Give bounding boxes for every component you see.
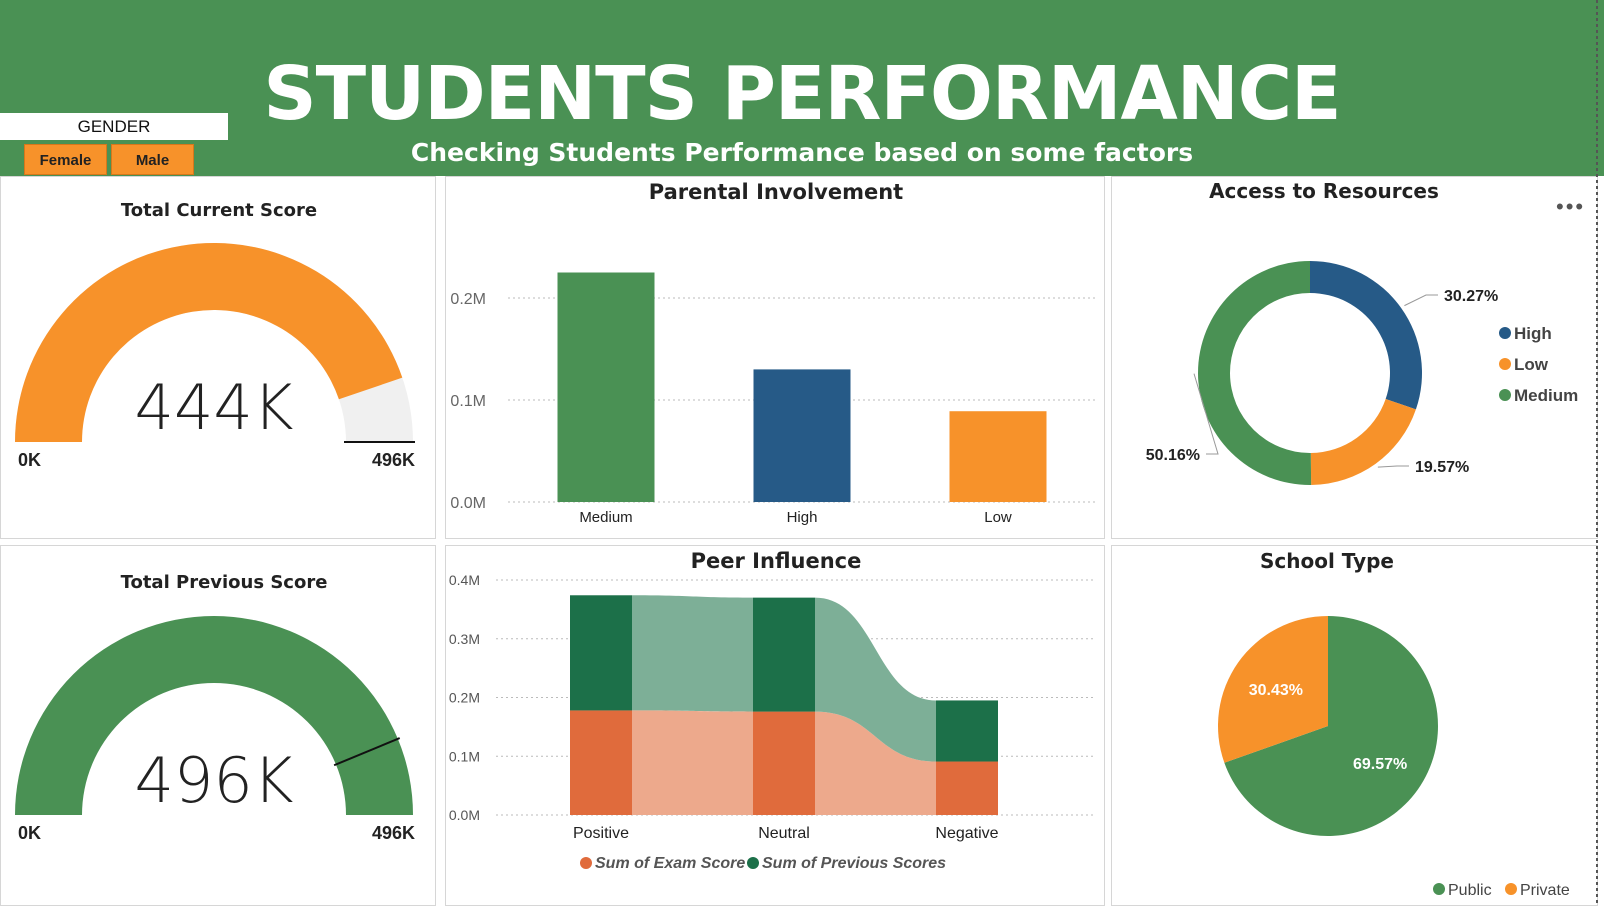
legend-dot-high [1499,327,1511,339]
y-tick-label: 0.0M [450,495,486,512]
gauge-value-label: 496K [135,744,294,817]
legend-dot-public [1433,883,1445,895]
donut-leader-line [1377,465,1409,468]
more-options-icon[interactable]: ••• [1556,194,1586,219]
legend-label: High [1514,324,1552,343]
gauge-value-label: 444K [135,371,294,444]
x-tick-label: Low [984,509,1012,526]
legend-label: Public [1448,882,1492,899]
pie-title: School Type [1260,549,1394,573]
legend-dot-exam-score [580,857,592,869]
parental-involvement-chart: Parental Involvement 0.0M 0.1M 0.2M Medium Hi… [450,180,1096,526]
canvas-edge-divider [1596,0,1598,906]
current-score-panel[interactable]: Total Current Score 444K 0K 496K [0,176,436,539]
legend-label: Sum of Exam Score [595,855,745,872]
gauge-max-label: 496K [372,823,415,843]
x-tick-label: Neutral [758,825,810,842]
pie-data-label: 69.57% [1353,756,1407,773]
y-tick-label: 0.4M [449,572,480,588]
column-previous-scores [936,700,998,762]
previous-score-gauge: Total Previous Score 496K 0K 496K [15,572,415,843]
y-tick-label: 0.2M [449,690,480,706]
ribbon-title: Peer Influence [691,549,862,573]
donut-data-label: 30.27% [1444,288,1498,305]
peer-influence-panel[interactable]: Peer Influence 0.0M 0.1M 0.2M 0.3M 0.4M Positi… [445,545,1105,906]
access-resources-chart: Access to Resources 30.27% 19.57% 50.16% Hig… [1146,179,1578,485]
parental-involvement-panel[interactable]: Parental Involvement 0.0M 0.1M 0.2M Medium Hi… [445,176,1105,539]
donut-data-label: 19.57% [1415,459,1469,476]
donut-title: Access to Resources [1209,179,1439,203]
access-resources-panel[interactable]: Access to Resources 30.27% 19.57% 50.16% Hig… [1111,176,1598,539]
donut-leader-line [1193,373,1219,455]
x-tick-label: Medium [579,509,632,526]
header-banner: STUDENTS PERFORMANCE Checking Students P… [0,0,1604,176]
legend-dot-low [1499,358,1511,370]
gauge-max-label: 496K [372,450,415,470]
y-tick-label: 0.0M [449,807,480,823]
x-tick-label: Positive [573,825,629,842]
column-exam-score [936,761,998,815]
bar-low [949,411,1047,502]
column-previous-scores [753,597,815,712]
y-tick-label: 0.3M [449,631,480,647]
gender-female-button[interactable]: Female [24,144,107,175]
legend-dot-previous-scores [747,857,759,869]
gauge-value-arc [15,243,403,442]
y-tick-label: 0.1M [450,393,486,410]
column-exam-score [570,710,632,815]
column-exam-score [753,711,815,815]
donut-slice-high [1310,261,1422,410]
y-tick-label: 0.1M [449,748,480,764]
gauge-value-arc [15,616,413,815]
x-tick-label: Negative [935,825,998,842]
donut-leader-line [1404,294,1438,307]
gender-male-button[interactable]: Male [111,144,194,175]
peer-influence-chart: Peer Influence 0.0M 0.1M 0.2M 0.3M 0.4M Positi… [449,549,1096,872]
legend-dot-medium [1499,389,1511,401]
bar-medium [557,272,655,502]
legend-label: Low [1514,355,1549,374]
legend-dot-private [1505,883,1517,895]
bar-high [753,369,851,502]
ribbon-exam-score [632,710,753,815]
page-title: STUDENTS PERFORMANCE [263,51,1341,137]
current-score-gauge: Total Current Score 444K 0K 496K [15,200,415,470]
legend-label: Sum of Previous Scores [762,855,946,872]
y-tick-label: 0.2M [450,291,486,308]
gender-slicer-title: GENDER [0,113,228,140]
page-subtitle: Checking Students Performance based on s… [410,138,1194,167]
ribbon-exam-score [815,711,936,815]
school-type-panel[interactable]: School Type 69.57% 30.43% Public Private [1111,545,1598,906]
gauge-min-label: 0K [18,823,41,843]
school-type-chart: School Type 69.57% 30.43% Public Private [1218,549,1570,899]
gauge-title: Total Current Score [121,200,317,221]
ribbon-previous-scores [815,597,936,762]
bar-chart-title: Parental Involvement [649,180,903,204]
column-previous-scores [570,595,632,711]
donut-slice-medium [1198,261,1312,485]
donut-slice-low [1310,399,1416,485]
pie-slice-public [1224,616,1438,836]
previous-score-panel[interactable]: Total Previous Score 496K 0K 496K [0,545,436,906]
gauge-title: Total Previous Score [121,572,328,593]
x-tick-label: High [787,509,818,526]
pie-data-label: 30.43% [1249,682,1303,699]
gauge-target-marker [333,737,401,767]
legend-label: Private [1520,882,1570,899]
donut-data-label: 50.16% [1146,447,1200,464]
ribbon-previous-scores [632,595,753,712]
pie-slice-private [1218,616,1328,763]
legend-label: Medium [1514,386,1578,405]
gauge-min-label: 0K [18,450,41,470]
